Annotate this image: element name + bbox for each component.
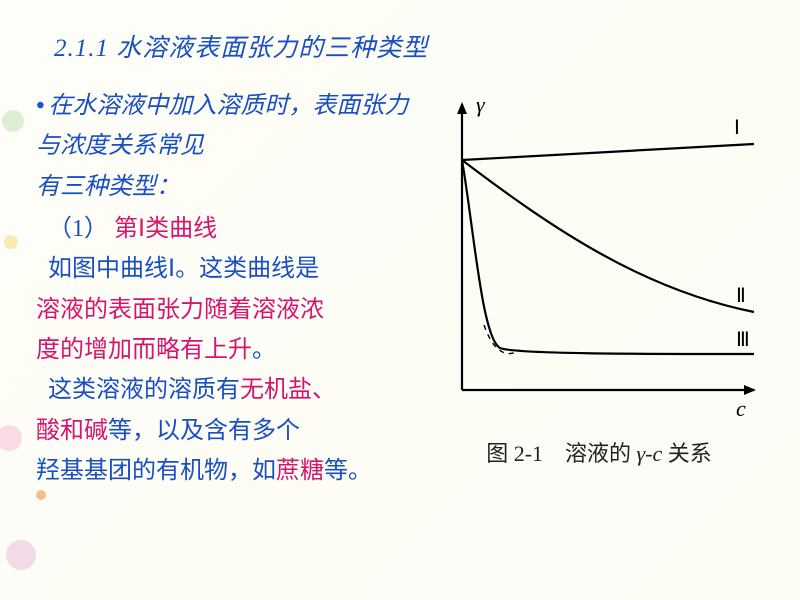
- intro-line: •在水溶液中加入溶质时，表面张力与浓度关系常见: [36, 86, 422, 167]
- decorative-bubble: [2, 110, 24, 132]
- caption-text: 图 2-1 溶液的: [486, 441, 636, 466]
- caption-dash: -: [645, 441, 652, 466]
- text-column: •在水溶液中加入溶质时，表面张力与浓度关系常见 有三种类型： （1） 第Ⅰ类曲线…: [36, 86, 422, 491]
- decorative-bubble: [0, 425, 22, 451]
- svg-text:Ⅱ: Ⅱ: [736, 285, 746, 307]
- figure-caption: 图 2-1 溶液的 γ-c 关系: [434, 436, 764, 468]
- highlight-text: 度的增加而略有上升: [36, 337, 252, 363]
- caption-gamma: γ: [637, 441, 646, 466]
- svg-text:γ: γ: [476, 92, 486, 117]
- gamma-c-chart: γ c Ⅰ Ⅱ Ⅲ: [434, 90, 764, 430]
- item-title: 第Ⅰ类曲线: [114, 216, 217, 242]
- body-text: 。: [252, 337, 276, 363]
- body-text: 等。: [324, 458, 372, 484]
- svg-text:Ⅰ: Ⅰ: [734, 117, 740, 139]
- body-line: 如图中曲线Ⅰ。这类曲线是: [36, 249, 422, 289]
- item-1-title: （1） 第Ⅰ类曲线: [36, 209, 422, 249]
- caption-c: c: [653, 441, 663, 466]
- svg-text:Ⅲ: Ⅲ: [736, 329, 750, 351]
- body-line: 酸和碱等，以及含有多个: [36, 411, 422, 451]
- section-heading: 2.1.1 水溶液表面张力的三种类型: [54, 28, 764, 64]
- chart-svg: γ c Ⅰ Ⅱ Ⅲ: [434, 90, 764, 430]
- bullet-icon: •: [36, 93, 44, 119]
- decorative-bubble: [36, 490, 46, 500]
- caption-text: 关系: [662, 441, 712, 466]
- highlight-text: 酸和碱: [36, 418, 108, 444]
- body-line: 这类溶液的溶质有无机盐、: [36, 370, 422, 410]
- body-text: 羟基基团的有机物，如: [36, 458, 276, 484]
- decorative-bubble: [4, 235, 18, 249]
- svg-text:c: c: [736, 396, 746, 421]
- highlight-text: 蔗糖: [276, 458, 324, 484]
- body-line: 羟基基团的有机物，如蔗糖等。: [36, 451, 422, 491]
- content-row: •在水溶液中加入溶质时，表面张力与浓度关系常见 有三种类型： （1） 第Ⅰ类曲线…: [36, 86, 764, 491]
- decorative-bubble: [6, 540, 36, 570]
- body-text: 这类溶液的溶质有: [48, 377, 240, 403]
- body-text: 等，以及含有多个: [108, 418, 300, 444]
- body-line: 溶液的表面张力随着溶液浓: [36, 290, 422, 330]
- item-number: （1）: [48, 216, 108, 242]
- body-line: 度的增加而略有上升。: [36, 330, 422, 370]
- figure-column: γcⅠⅡⅢ 图 2-1 溶液的 γ-c 关系: [434, 86, 764, 491]
- highlight-text: 无机盐、: [240, 377, 336, 403]
- highlight-text: 溶液的表面张力随着溶液浓: [36, 297, 324, 323]
- intro-line-2: 有三种类型：: [36, 167, 422, 207]
